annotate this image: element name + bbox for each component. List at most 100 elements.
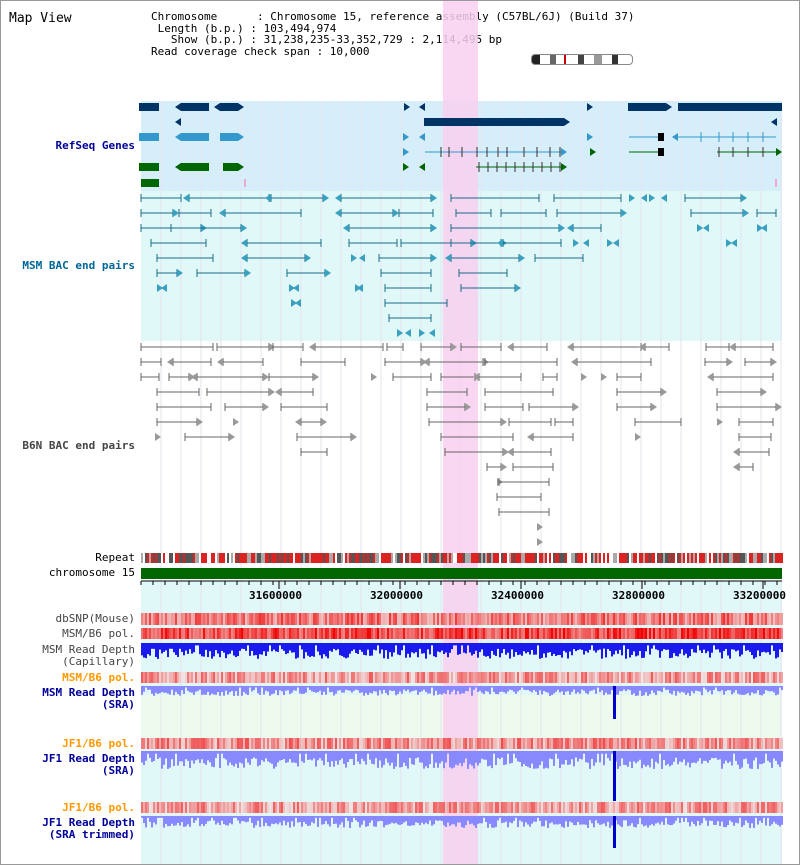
pol-heat-cell [299,672,301,683]
read-depth-bar [281,643,283,650]
pol-heat-cell [267,672,269,683]
pol-heat-cell [315,613,317,625]
pol-heat-cell [333,613,335,625]
pol-heat-cell [653,672,655,683]
bac-end-marker [717,418,723,426]
pol-heat-cell [263,738,265,749]
read-depth-bar [345,816,347,818]
read-depth-bar [591,643,593,646]
pol-heat-cell [569,628,571,639]
pol-heat-cell [453,738,455,749]
chromosome-ideogram[interactable] [531,54,633,65]
read-depth-bar [159,816,161,818]
pol-heat-cell [325,613,327,625]
pol-heat-cell [779,613,781,625]
read-depth-bar [361,751,363,759]
read-depth-bar [375,816,377,827]
bac-end-marker [357,284,363,292]
pol-heat-cell [405,613,407,625]
read-depth-bar [141,686,143,695]
pol-heat-cell [181,738,183,749]
pol-heat-cell [405,628,407,639]
pol-heat-cell [481,672,483,683]
pol-heat-cell [229,738,231,749]
pol-heat-cell [635,672,637,683]
pol-heat-cell [467,672,469,683]
repeat-element [299,553,301,563]
read-depth-bar [501,816,503,824]
read-depth-bar [775,751,777,761]
repeat-element [489,553,491,563]
pol-heat-cell [443,613,445,625]
read-depth-bar [537,686,539,696]
pol-heat-cell [249,672,251,683]
pol-heat-cell [445,672,447,683]
repeat-element [217,553,219,563]
read-depth-bar [585,816,587,825]
read-depth-bar [253,751,255,758]
read-depth-bar [315,686,317,693]
pol-heat-cell [751,738,753,749]
read-depth-bar [181,643,183,652]
read-depth-bar [777,686,779,695]
bac-end-marker [497,239,503,247]
bac-end-marker [661,194,667,202]
read-depth-bar [161,816,163,818]
read-depth-bar [777,751,779,765]
read-depth-bar [573,816,575,826]
pol-heat-cell [743,738,745,749]
read-depth-bar [759,643,761,657]
read-depth-bar [191,816,193,818]
pol-heat-cell [389,802,391,813]
read-depth-bar [733,816,735,826]
pol-heat-cell [549,738,551,749]
read-depth-bar [229,816,231,824]
repeat-element [451,553,453,563]
pol-heat-cell [157,672,159,683]
bac-end-marker [607,239,613,247]
read-depth-bar [733,751,735,754]
read-depth-bar [295,643,297,659]
read-depth-bar [321,643,323,659]
pol-heat-cell [675,738,677,749]
pol-heat-cell [727,613,729,625]
pol-heat-cell [401,738,403,749]
read-depth-bar [721,686,723,691]
pol-heat-cell [527,628,529,639]
read-depth-bar [227,643,229,655]
read-depth-bar [369,751,371,760]
read-depth-bar [233,643,235,656]
read-depth-bar [427,816,429,825]
read-depth-bar [319,816,321,818]
read-depth-bar [581,751,583,760]
pol-heat-cell [575,672,577,683]
read-depth-bar [623,751,625,765]
read-depth-bar [217,816,219,823]
repeat-element [291,553,293,563]
pol-heat-cell [671,628,673,639]
pol-heat-cell [587,802,589,813]
pol-heat-cell [667,672,669,683]
pol-heat-cell [187,738,189,749]
pol-heat-cell [557,672,559,683]
pol-heat-cell [609,738,611,749]
read-depth-bar [275,686,277,691]
pol-heat-cell [193,613,195,625]
pol-heat-cell [689,738,691,749]
gene-arrow [666,103,672,111]
read-depth-bar [713,686,715,690]
pol-heat-cell [761,738,763,749]
pol-heat-cell [771,613,773,625]
bac-end-marker [537,523,543,531]
read-depth-bar [705,751,707,761]
pol-heat-cell [371,613,373,625]
pol-heat-cell [657,802,659,813]
read-depth-bar [301,686,303,694]
read-depth-bar [171,643,173,649]
read-depth-bar [405,751,407,766]
pol-heat-cell [319,613,321,625]
read-depth-bar [729,751,731,762]
repeat-element [201,553,203,563]
read-depth-bar [357,816,359,823]
